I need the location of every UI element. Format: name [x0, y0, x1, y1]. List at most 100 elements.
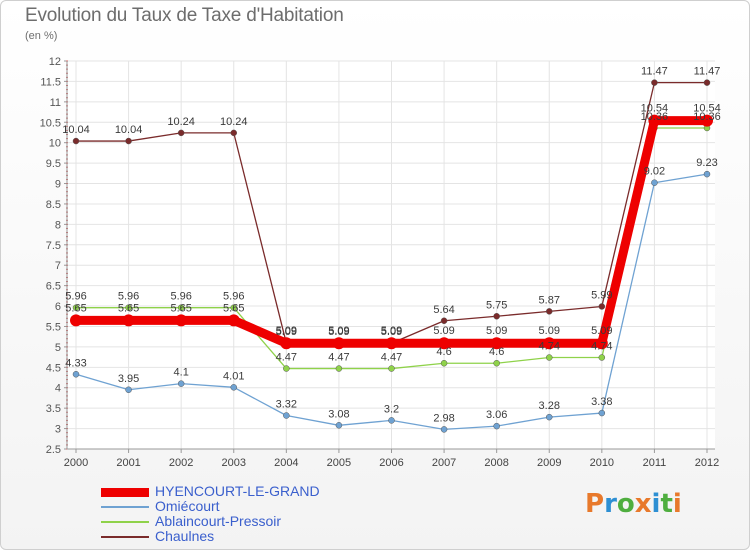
data-label: 5.87 — [539, 294, 560, 306]
x-tick-label: 2005 — [327, 457, 351, 469]
data-label: 9.02 — [644, 166, 665, 178]
data-point — [493, 422, 500, 430]
data-point — [595, 337, 608, 350]
data-label: 5.09 — [276, 326, 297, 338]
y-tick-label: 3.5 — [46, 403, 61, 415]
data-point — [598, 409, 606, 417]
data-label: 9.23 — [696, 157, 717, 169]
data-point — [385, 337, 398, 350]
axes: 2.533.544.555.566.577.588.599.51010.5111… — [40, 56, 720, 469]
logo-letter: i — [672, 489, 682, 519]
legend-label-ablaincourt: Ablaincourt-Pressoir — [155, 513, 282, 529]
x-tick-label: 2003 — [222, 457, 246, 469]
data-point — [546, 354, 553, 361]
data-point — [230, 304, 237, 311]
data-label: 10.54 — [641, 103, 669, 115]
data-label: 5.96 — [65, 291, 86, 303]
data-label: 5.64 — [433, 304, 454, 316]
data-point — [440, 359, 448, 367]
data-point — [230, 129, 237, 137]
data-point — [280, 337, 293, 350]
legend-swatch-ablaincourt — [101, 521, 149, 523]
data-point — [703, 79, 711, 86]
x-tick-label: 2006 — [379, 457, 403, 469]
data-label: 4.01 — [223, 370, 244, 382]
data-point — [493, 313, 500, 320]
y-tick-label: 8.5 — [46, 199, 61, 211]
logo-letter: r — [604, 489, 617, 519]
data-point — [648, 114, 661, 127]
y-tick-label: 7.5 — [46, 240, 61, 252]
data-point — [72, 371, 80, 378]
data-label: 3.08 — [328, 408, 349, 420]
data-label: 5.09 — [433, 325, 454, 337]
x-tick-label: 2008 — [484, 457, 508, 469]
data-point — [546, 308, 553, 315]
y-tick-label: 3 — [55, 424, 61, 436]
data-label: 3.95 — [118, 373, 139, 385]
data-label: 4.47 — [328, 352, 349, 364]
y-tick-label: 9 — [55, 179, 61, 191]
data-point — [230, 384, 237, 391]
data-point — [701, 114, 713, 127]
data-point — [598, 303, 606, 310]
data-label: 10.36 — [693, 111, 721, 123]
data-point — [546, 413, 553, 421]
data-point — [177, 129, 185, 137]
data-label: 11.47 — [694, 66, 721, 78]
legend-label-omiecourt: Omiécourt — [155, 498, 220, 514]
data-label: 4.6 — [489, 346, 504, 358]
legend-swatch-hyencourt — [101, 488, 149, 497]
data-label: 3.06 — [486, 409, 507, 421]
chart-unit: (en %) — [25, 30, 58, 42]
y-tick-label: 11.5 — [40, 76, 61, 88]
data-label: 3.28 — [539, 400, 560, 412]
data-point — [543, 337, 556, 350]
data-point — [125, 304, 132, 311]
data-point — [438, 337, 451, 350]
data-point — [703, 170, 711, 178]
legend-label-chaulnes: Chaulnes — [155, 528, 215, 544]
data-label: 5.75 — [486, 299, 507, 311]
grid — [67, 60, 715, 450]
data-point — [125, 137, 132, 145]
x-tick-label: 2011 — [643, 457, 667, 469]
data-label: 5.09 — [381, 325, 402, 337]
y-tick-label: 7 — [55, 260, 61, 272]
data-label: 10.04 — [115, 124, 143, 136]
data-point — [283, 365, 290, 372]
x-tick-label: 2010 — [590, 457, 614, 469]
data-label: 5.65 — [170, 302, 191, 314]
data-label: 5.09 — [591, 325, 612, 337]
data-label: 4.1 — [174, 367, 189, 379]
data-label: 5.09 — [381, 326, 402, 338]
data-label: 4.74 — [539, 341, 560, 353]
data-label: 4.74 — [591, 341, 612, 353]
data-label: 3.38 — [591, 396, 612, 408]
data-label: 5.96 — [170, 291, 191, 303]
data-point — [490, 337, 503, 350]
data-point — [70, 314, 82, 327]
y-tick-label: 10.5 — [40, 117, 61, 129]
x-tick-label: 2012 — [695, 457, 719, 469]
y-tick-label: 8 — [55, 219, 61, 231]
data-point — [651, 79, 658, 86]
data-point — [440, 317, 448, 325]
y-tick-label: 2.5 — [46, 444, 61, 456]
x-tick-label: 2000 — [64, 457, 88, 469]
data-label: 4.47 — [381, 352, 402, 364]
data-point — [177, 380, 185, 387]
data-point — [388, 417, 395, 424]
data-label: 5.09 — [276, 325, 297, 337]
data-label: 5.09 — [539, 325, 560, 337]
data-labels: 10.04 10.04 10.24 10.24 5.09 5.09 5.09 5.64 5.75… — [62, 66, 721, 425]
data-point — [332, 337, 345, 350]
x-tick-label: 2002 — [169, 457, 193, 469]
legend-label-hyencourt: HYENCOURT-LE-GRAND — [155, 483, 320, 499]
y-tick-label: 5.5 — [46, 321, 61, 333]
logo-letter: x — [634, 489, 652, 519]
y-tick-label: 5 — [55, 342, 61, 354]
data-point — [72, 304, 80, 311]
data-point — [122, 314, 135, 327]
